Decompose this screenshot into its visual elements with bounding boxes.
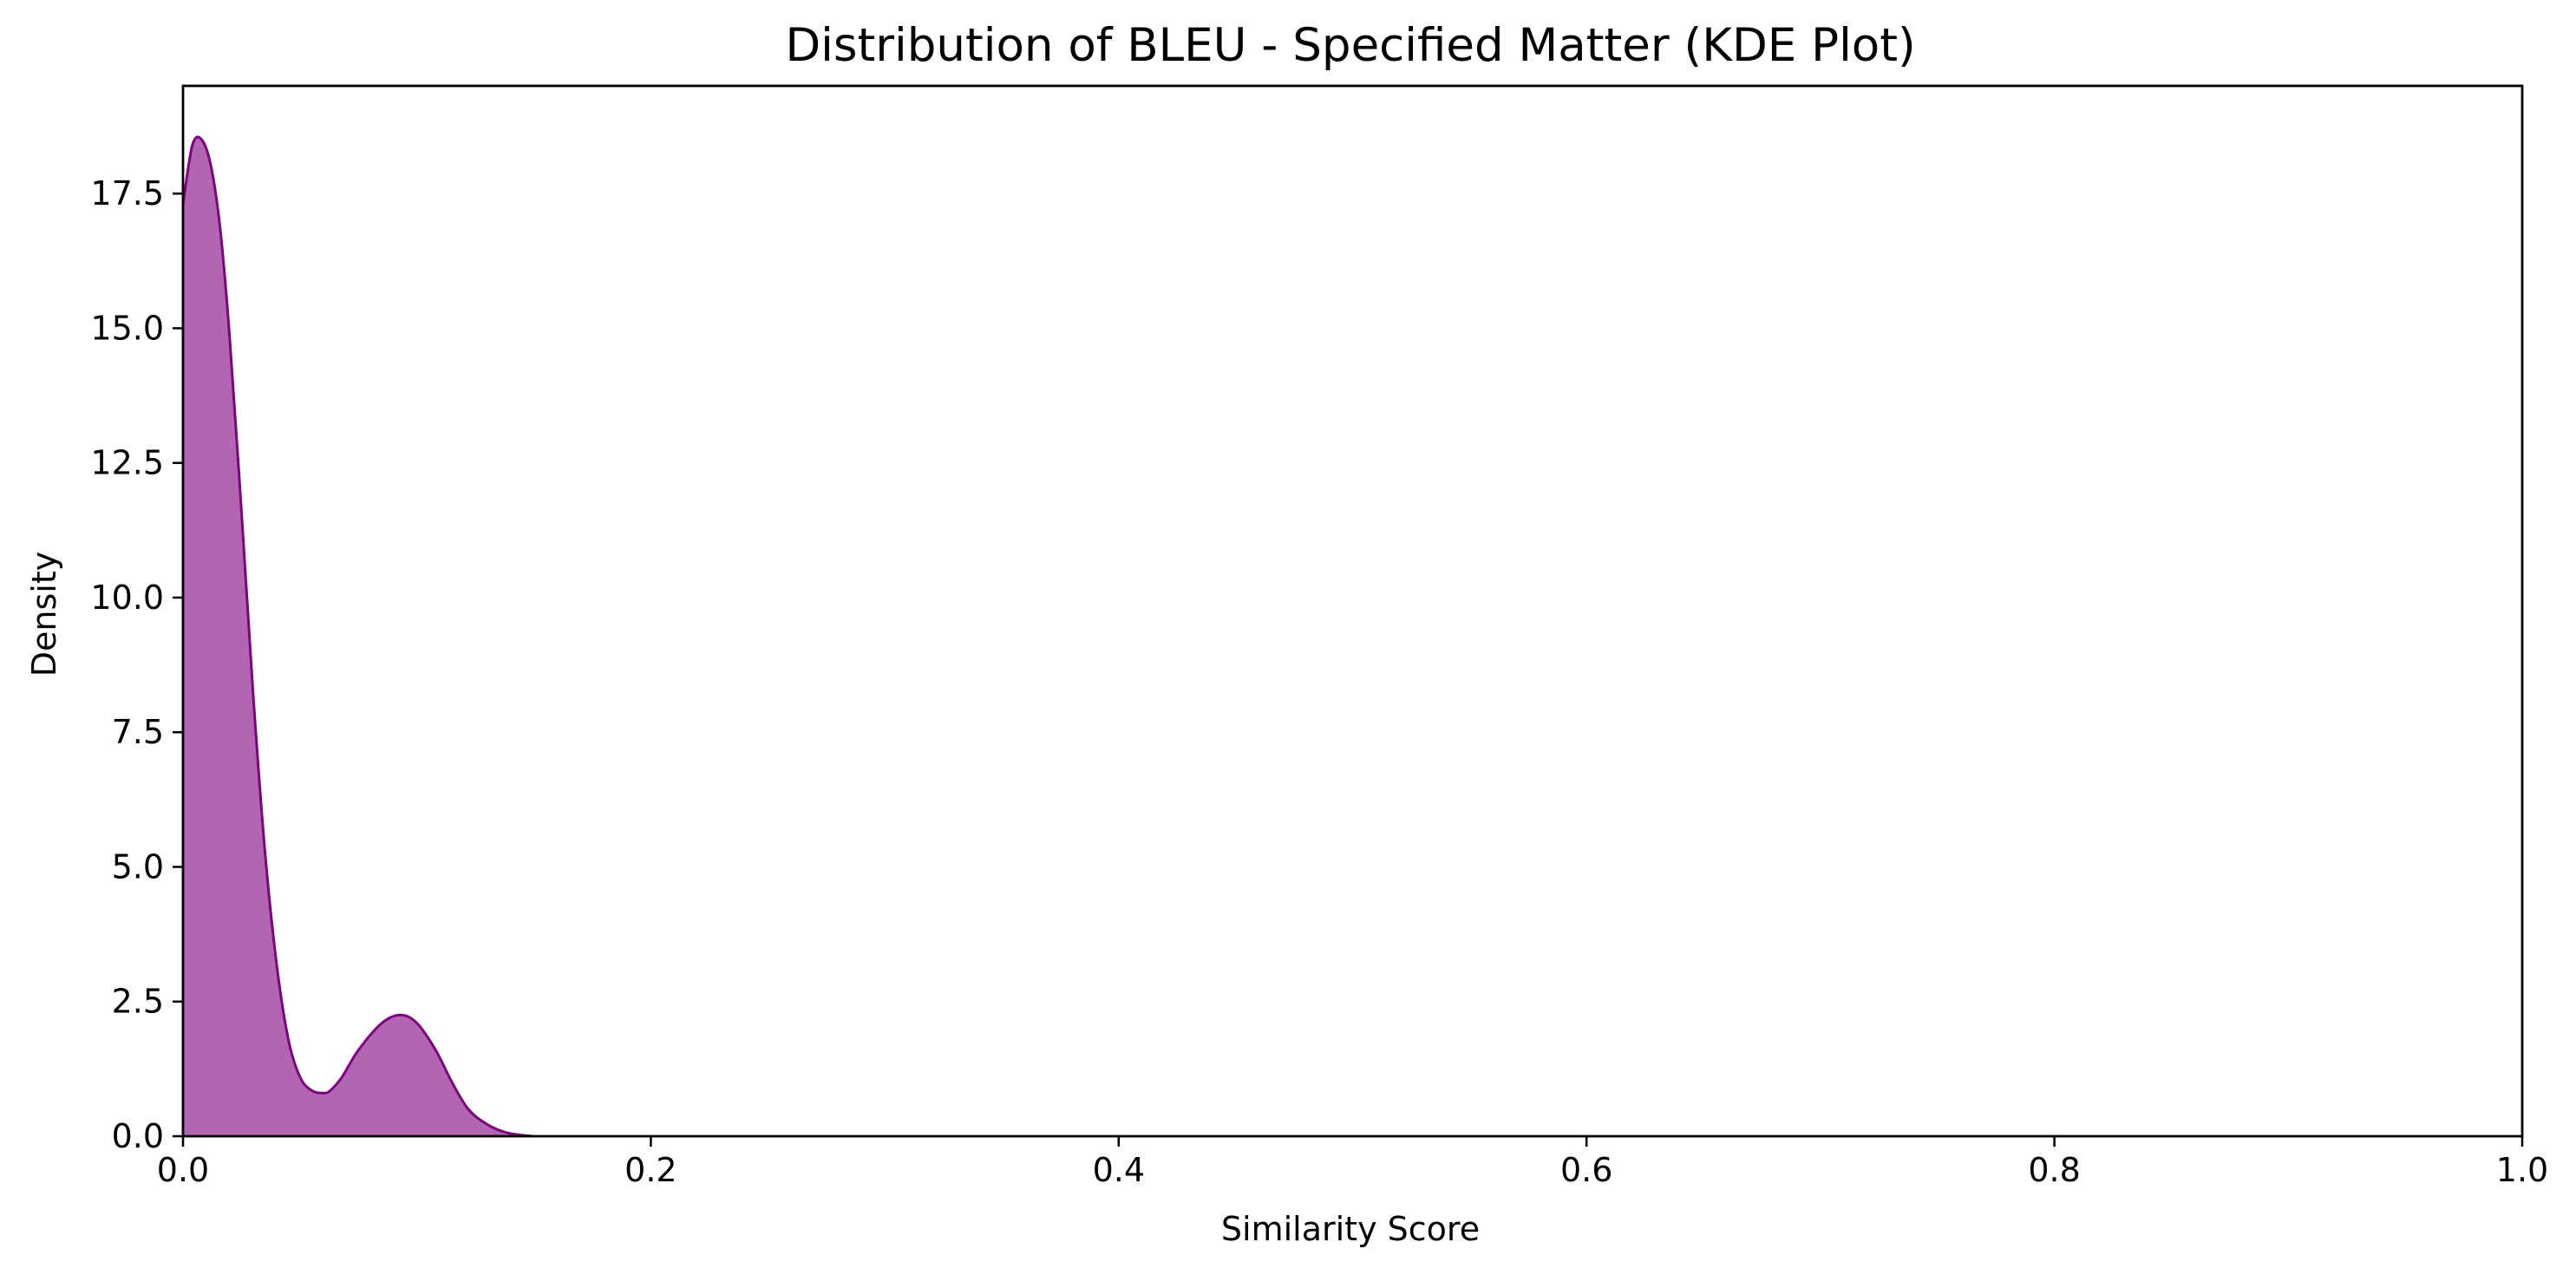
y-tick-label: 12.5 xyxy=(90,444,164,482)
plot-area xyxy=(181,135,534,1138)
y-tick-label: 17.5 xyxy=(90,174,164,212)
x-tick-label: 1.0 xyxy=(2496,1151,2548,1189)
x-tick-label: 0.4 xyxy=(1093,1151,1145,1189)
x-tick-label: 0.2 xyxy=(624,1151,677,1189)
x-axis: 0.0 0.2 0.4 0.6 0.8 1.0 xyxy=(157,1136,2548,1189)
kde-curve-line xyxy=(181,135,534,1138)
x-axis-label: Similarity Score xyxy=(1221,1210,1480,1248)
x-tick-label: 0.6 xyxy=(1560,1151,1612,1189)
y-tick-label: 15.0 xyxy=(90,309,164,347)
y-tick-label: 5.0 xyxy=(112,847,164,886)
plot-frame xyxy=(181,84,2524,1138)
chart-title: Distribution of BLEU - Specified Matter … xyxy=(785,19,1915,72)
x-tick-label: 0.8 xyxy=(2028,1151,2080,1189)
y-tick-label: 10.0 xyxy=(90,579,164,617)
kde-area-fill xyxy=(183,136,534,1136)
y-tick-label: 0.0 xyxy=(112,1117,164,1155)
x-tick-label: 0.0 xyxy=(157,1151,209,1189)
y-tick-label: 2.5 xyxy=(112,983,164,1021)
y-axis: 0.0 2.5 5.0 7.5 10.0 12.5 15.0 17.5 xyxy=(90,174,183,1155)
y-tick-label: 7.5 xyxy=(112,713,164,751)
y-axis-label: Density xyxy=(25,552,63,677)
